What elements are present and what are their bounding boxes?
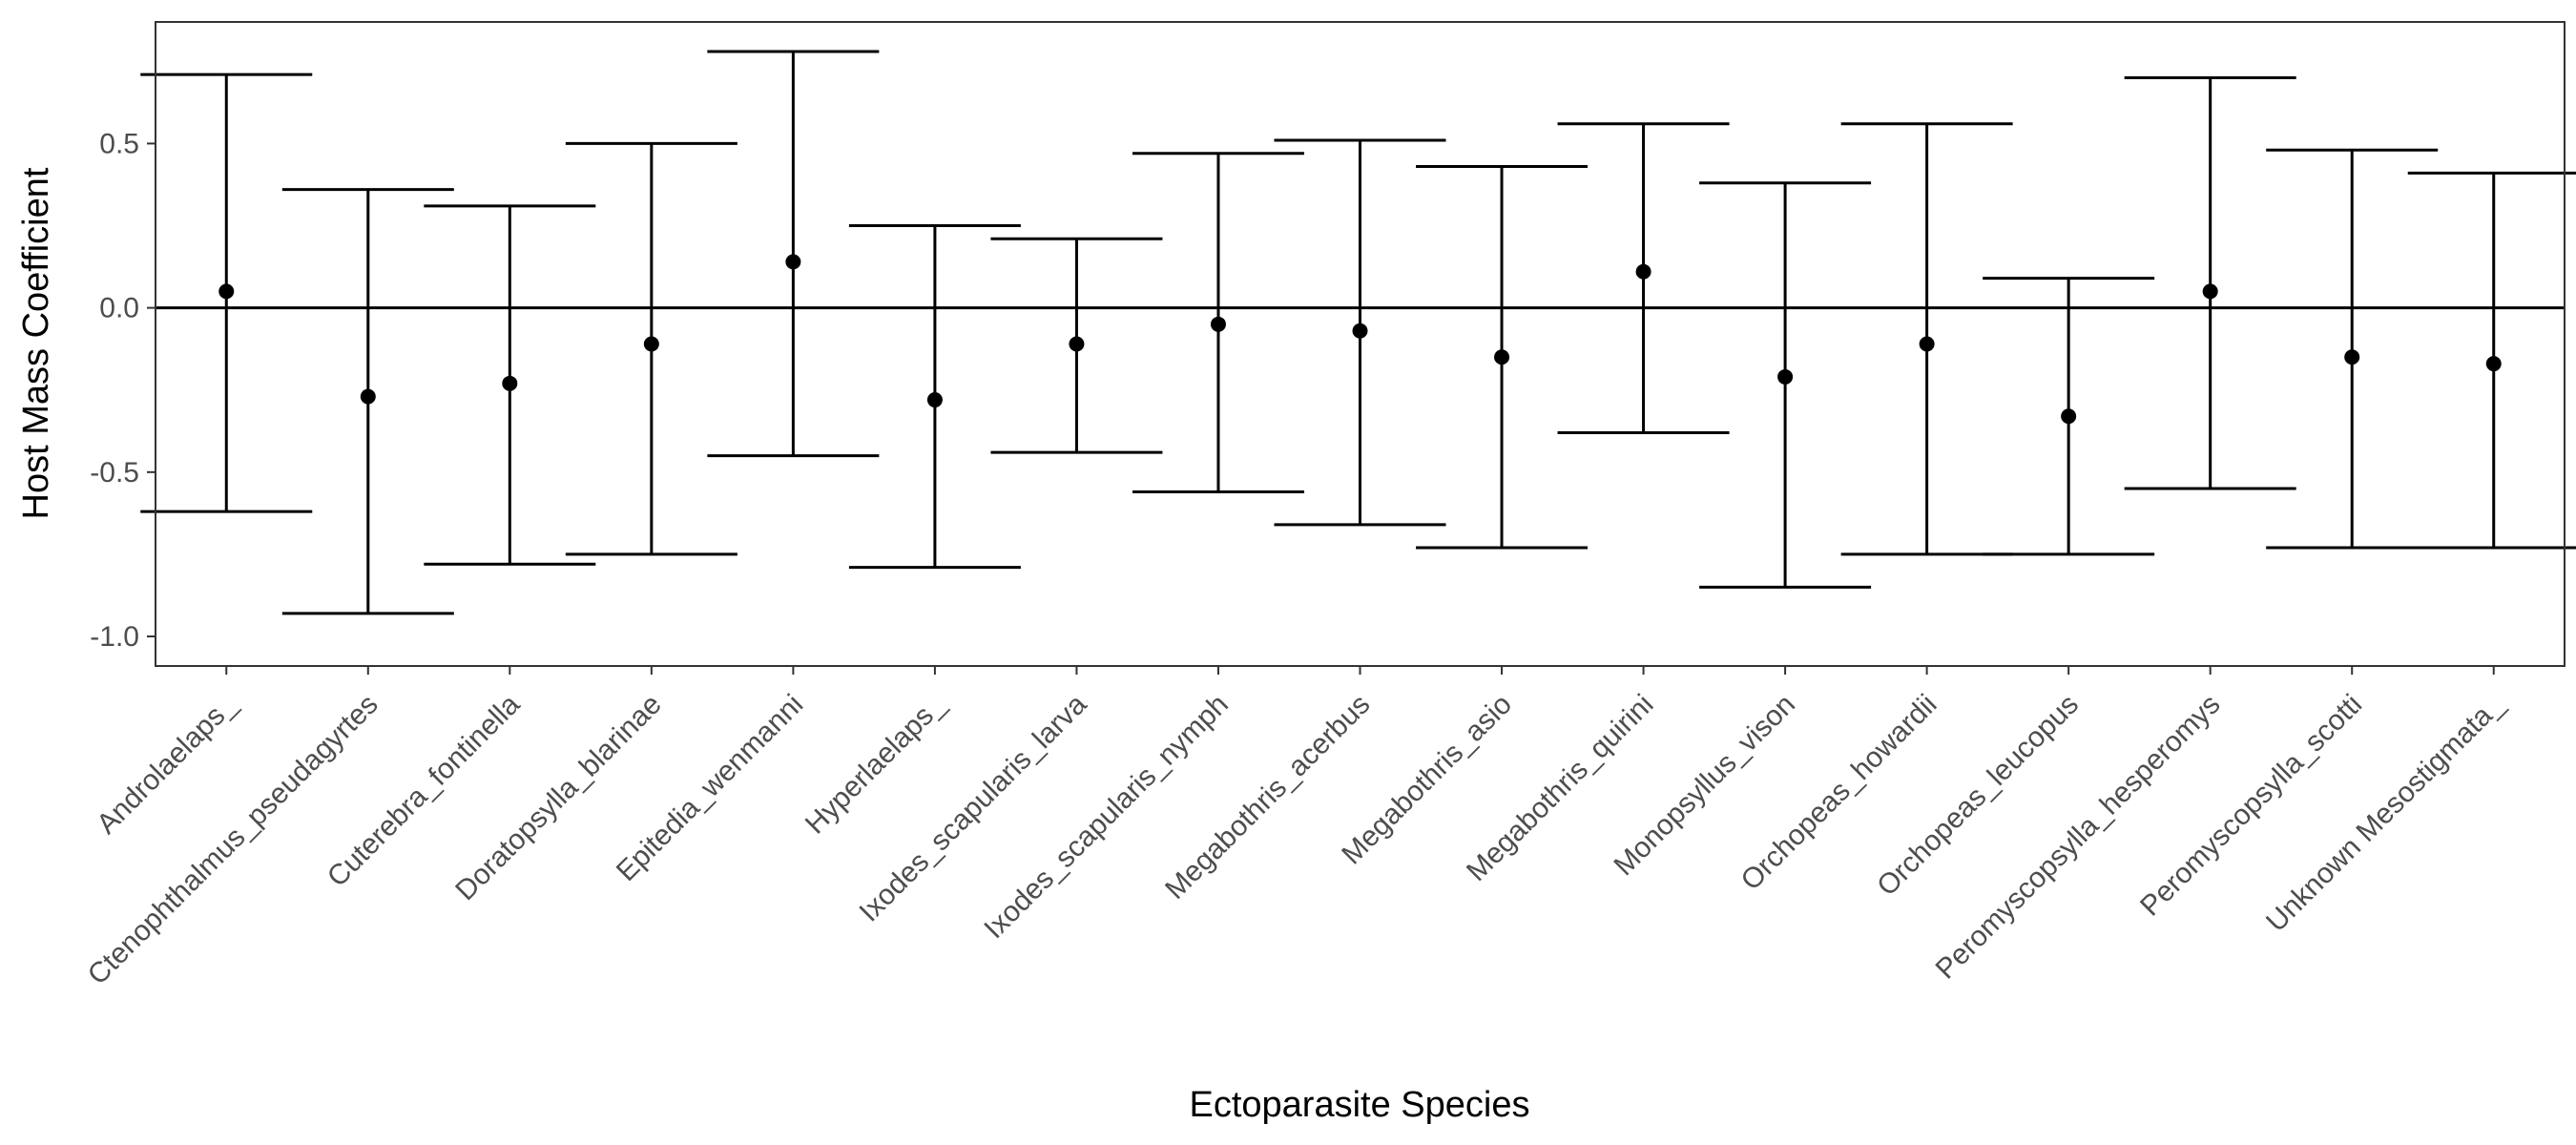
estimate-point xyxy=(1919,336,1935,352)
estimate-point xyxy=(1210,316,1226,332)
estimate-point xyxy=(1069,336,1085,352)
estimate-point xyxy=(1635,263,1652,280)
y-tick-label: 0.5 xyxy=(99,128,139,159)
estimate-point xyxy=(502,375,518,391)
x-tick-label: Peromyscopsylla_hesperomys xyxy=(1930,689,2227,986)
x-tick-label: Ixodes_scapularis_larva xyxy=(853,688,1092,927)
x-tick-label: Androlaelaps_ xyxy=(91,688,243,841)
x-axis: Androlaelaps_Ctenophthalmus_pseudagyrtes… xyxy=(82,666,2511,991)
estimate-point xyxy=(2061,408,2077,425)
estimate-point xyxy=(360,388,376,405)
y-tick-label: -0.5 xyxy=(90,457,139,489)
estimate-point xyxy=(1352,323,1368,339)
x-tick-label: Unknown Mesostigmata_ xyxy=(2260,688,2510,938)
estimate-point xyxy=(1494,349,1510,365)
y-tick-label: -1.0 xyxy=(90,621,139,653)
estimate-point xyxy=(643,336,659,352)
estimate-point xyxy=(1777,368,1794,385)
x-tick-label: Ixodes_scapularis_nymph xyxy=(978,689,1235,946)
x-tick-label: Ctenophthalmus_pseudagyrtes xyxy=(82,689,384,991)
y-axis-title: Host Mass Coefficient xyxy=(16,167,56,519)
chart-marks xyxy=(140,50,2576,615)
y-tick-label: 0.0 xyxy=(99,293,139,324)
estimate-point xyxy=(785,254,801,270)
estimate-point xyxy=(2344,349,2360,365)
estimate-point xyxy=(218,283,235,300)
estimate-point xyxy=(926,392,943,408)
estimate-point xyxy=(2485,356,2502,372)
x-tick-label: Hyperlaelaps_ xyxy=(800,688,952,841)
estimate-point xyxy=(2202,283,2218,300)
y-axis: -1.0 -0.5 0.0 0.5 xyxy=(90,128,156,653)
x-axis-title: Ectoparasite Species xyxy=(1190,1085,1530,1125)
